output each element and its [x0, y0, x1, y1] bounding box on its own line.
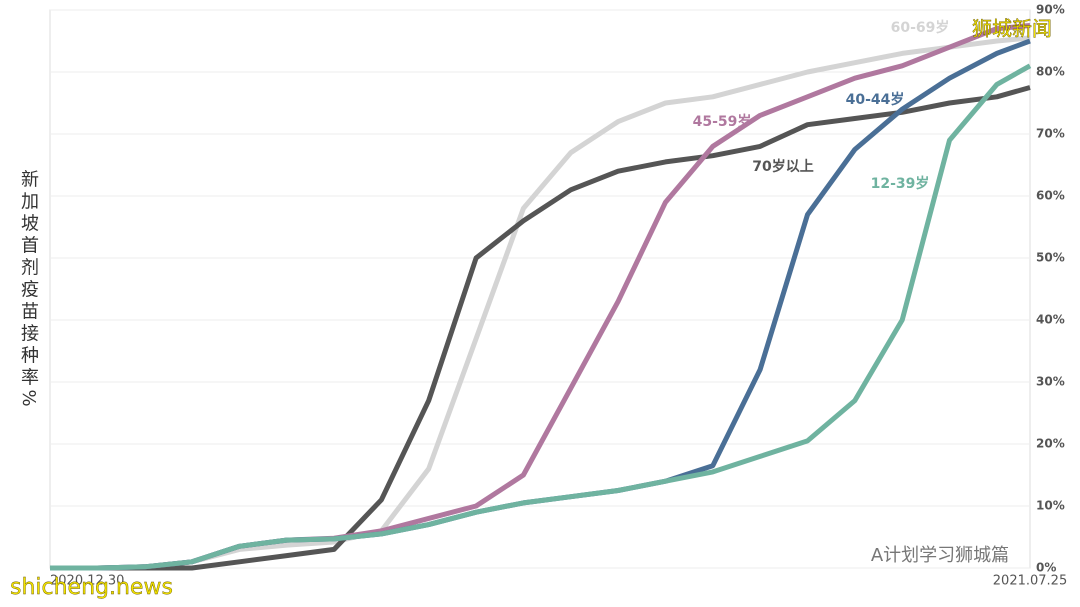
y-tick-label: 50%: [1036, 251, 1065, 265]
y-tick-label: 70%: [1036, 127, 1065, 141]
y-tick-label: 0%: [1036, 561, 1056, 575]
series-line: [50, 85, 1031, 571]
series-label: 60-69岁: [891, 19, 950, 36]
series-line: [50, 63, 1032, 571]
y-tick-label: 80%: [1036, 65, 1065, 79]
series-label: 12-39岁: [871, 175, 930, 192]
series-label: 40-44岁: [846, 91, 905, 108]
y-tick-label: 30%: [1036, 375, 1065, 389]
series-line: [50, 35, 1031, 571]
x-tick-label: 2021.07.25: [993, 574, 1067, 589]
watermark: 狮城新闻: [972, 17, 1052, 41]
watermark: shicheng.news: [10, 575, 173, 600]
series-line: [50, 38, 1031, 571]
y-tick-label: 10%: [1036, 499, 1065, 513]
series-label: 70岁以上: [752, 158, 813, 175]
y-tick-label: 60%: [1036, 189, 1065, 203]
y-tick-label: 40%: [1036, 313, 1065, 327]
watermark: A计划学习狮城篇: [871, 545, 1009, 566]
x-tick-label: 2020.12.30: [50, 574, 124, 589]
series-label: 45-59岁: [693, 113, 752, 130]
y-axis-label: 新加坡首剂疫苗接种率%: [18, 169, 39, 410]
y-tick-label: 90%: [1036, 3, 1065, 17]
y-tick-label: 20%: [1036, 437, 1065, 451]
